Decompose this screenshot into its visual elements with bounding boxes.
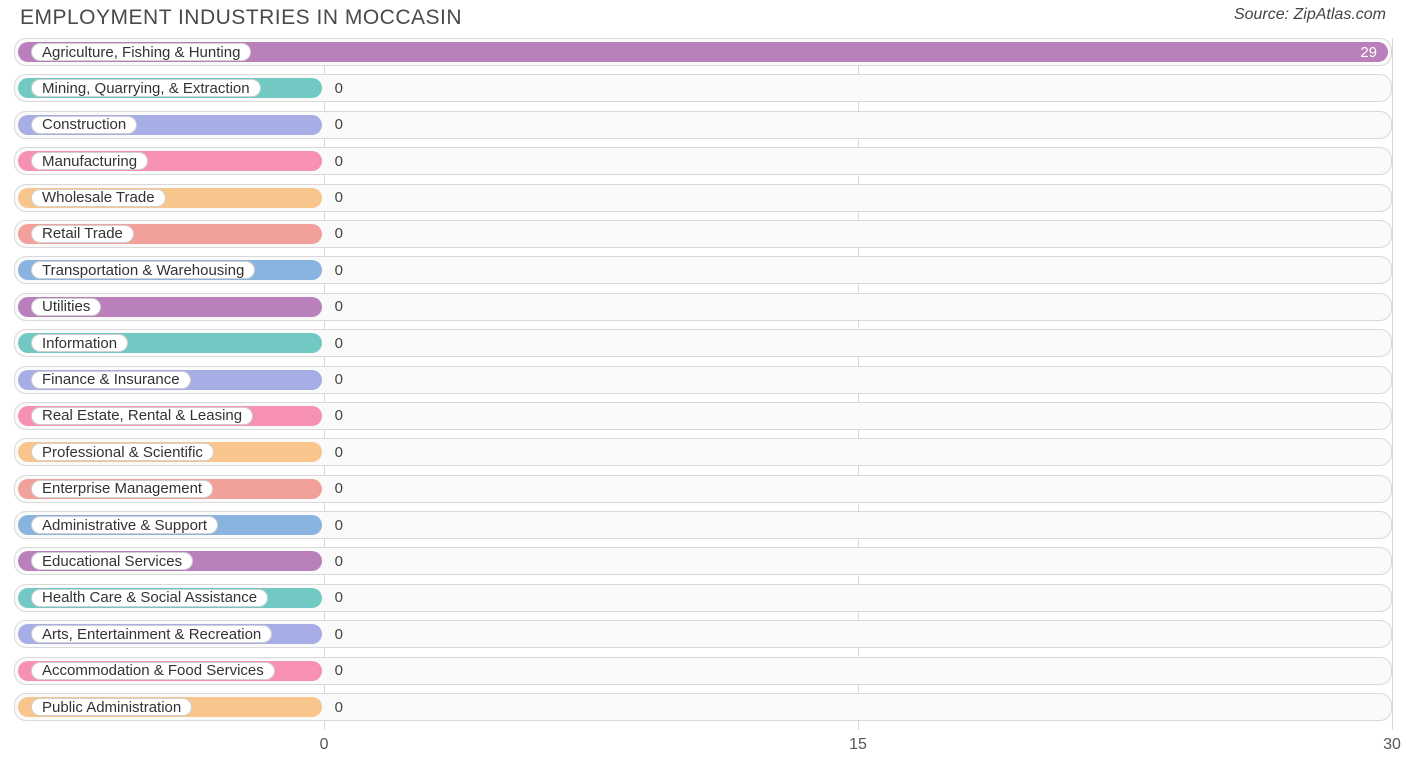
plot-area: Agriculture, Fishing & Hunting 29 Mining, … <box>14 38 1392 730</box>
bar-label: Accommodation & Food Services <box>31 662 275 680</box>
bar-row: Agriculture, Fishing & Hunting 29 <box>14 38 1392 66</box>
bar-row: Finance & Insurance 0 <box>14 366 1392 394</box>
bar-value: 0 <box>335 367 343 393</box>
bar-value: 0 <box>335 439 343 465</box>
bar-value: 0 <box>335 185 343 211</box>
bar-row: Manufacturing 0 <box>14 147 1392 175</box>
bar-label: Utilities <box>31 298 101 316</box>
bar-value: 0 <box>335 585 343 611</box>
bar-label: Retail Trade <box>31 225 134 243</box>
bar-label: Finance & Insurance <box>31 371 191 389</box>
bar-row: Utilities 0 <box>14 293 1392 321</box>
bar-label: Professional & Scientific <box>31 443 214 461</box>
bar-row: Accommodation & Food Services 0 <box>14 657 1392 685</box>
bar-label: Information <box>31 334 128 352</box>
bar-value: 0 <box>335 621 343 647</box>
bar-value: 0 <box>335 658 343 684</box>
bar-value: 0 <box>335 548 343 574</box>
bar-label: Manufacturing <box>31 152 148 170</box>
bar-row: Retail Trade 0 <box>14 220 1392 248</box>
bar-row: Information 0 <box>14 329 1392 357</box>
bar-value: 0 <box>335 112 343 138</box>
bar-label: Agriculture, Fishing & Hunting <box>31 43 251 61</box>
bar-row: Transportation & Warehousing 0 <box>14 256 1392 284</box>
chart-title: EMPLOYMENT INDUSTRIES IN MOCCASIN <box>20 6 462 30</box>
bar-label: Wholesale Trade <box>31 189 166 207</box>
bar-value: 0 <box>335 221 343 247</box>
x-axis: 01530 <box>14 730 1392 760</box>
bar-row: Administrative & Support 0 <box>14 511 1392 539</box>
chart-source: Source: ZipAtlas.com <box>1234 6 1386 24</box>
bar-label: Enterprise Management <box>31 480 213 498</box>
bar-value: 0 <box>335 476 343 502</box>
bar-label: Educational Services <box>31 552 193 570</box>
gridline <box>1392 38 1393 730</box>
bar-row: Real Estate, Rental & Leasing 0 <box>14 402 1392 430</box>
source-name: ZipAtlas.com <box>1294 6 1386 23</box>
bar-value: 0 <box>335 694 343 720</box>
bar-label: Public Administration <box>31 698 192 716</box>
bar-label: Real Estate, Rental & Leasing <box>31 407 253 425</box>
bar-value: 0 <box>335 148 343 174</box>
bar-row: Public Administration 0 <box>14 693 1392 721</box>
x-tick-label: 15 <box>849 736 867 754</box>
source-prefix: Source: <box>1234 6 1294 23</box>
chart-header: EMPLOYMENT INDUSTRIES IN MOCCASIN Source… <box>0 0 1406 38</box>
bar-row: Educational Services 0 <box>14 547 1392 575</box>
bar-row: Construction 0 <box>14 111 1392 139</box>
x-tick-label: 30 <box>1383 736 1401 754</box>
x-tick-label: 0 <box>320 736 329 754</box>
bar-chart: Agriculture, Fishing & Hunting 29 Mining, … <box>14 38 1392 760</box>
bar-row: Professional & Scientific 0 <box>14 438 1392 466</box>
bar-row: Wholesale Trade 0 <box>14 184 1392 212</box>
bar-label: Mining, Quarrying, & Extraction <box>31 79 261 97</box>
bar-value: 29 <box>1360 39 1377 65</box>
bar-row: Enterprise Management 0 <box>14 475 1392 503</box>
bar-value: 0 <box>335 330 343 356</box>
bar-row: Health Care & Social Assistance 0 <box>14 584 1392 612</box>
bar-value: 0 <box>335 294 343 320</box>
bar-value: 0 <box>335 512 343 538</box>
bar-label: Transportation & Warehousing <box>31 261 255 279</box>
bar-label: Construction <box>31 116 137 134</box>
bar-value: 0 <box>335 403 343 429</box>
bar-row: Arts, Entertainment & Recreation 0 <box>14 620 1392 648</box>
bar-label: Health Care & Social Assistance <box>31 589 268 607</box>
bar-row: Mining, Quarrying, & Extraction 0 <box>14 74 1392 102</box>
bar-value: 0 <box>335 257 343 283</box>
bar-label: Administrative & Support <box>31 516 218 534</box>
bar-label: Arts, Entertainment & Recreation <box>31 625 272 643</box>
bar-value: 0 <box>335 75 343 101</box>
